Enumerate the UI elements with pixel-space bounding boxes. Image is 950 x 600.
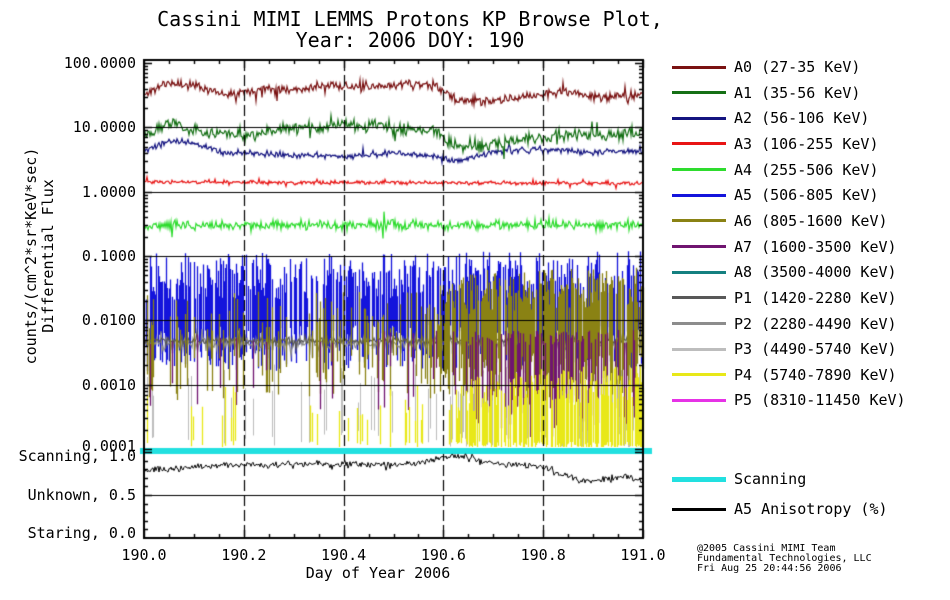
legend-label: P3 (4490-5740 KeV) [734,340,897,359]
legend-label: A1 (35-56 KeV) [734,83,861,102]
y-tick-label: 0.0001 [81,436,136,455]
legend-swatch-a3 [672,142,726,146]
legend-swatch-a5 [672,193,726,197]
legend-swatch-p1 [672,296,726,300]
credit: @2005 Cassini MIMI Team Fundamental Tech… [697,544,872,574]
legend-item-a0: A0 (27-35 KeV) [672,58,860,76]
legend-swatch-a1 [672,91,726,95]
x-tick-label: 190.2 [221,546,267,564]
legend-swatch-a6 [672,219,726,223]
y-tick-label: 0.1000 [81,246,136,265]
legend-item-a6: A6 (805-1600 KeV) [672,212,888,230]
credit-line: Fri Aug 25 20:44:56 2006 [697,563,842,574]
legend-item-a4: A4 (255-506 KeV) [672,161,879,179]
legend-item-p3: P3 (4490-5740 KeV) [672,340,897,358]
legend-label: P4 (5740-7890 KeV) [734,365,897,384]
chart-subtitle: Year: 2006 DOY: 190 [295,28,525,52]
legend-swatch-p5 [672,398,726,402]
legend-label: A6 (805-1600 KeV) [734,211,888,230]
legend-item-a3: A3 (106-255 KeV) [672,135,879,153]
legend-label: A2 (56-106 KeV) [734,109,870,128]
legend-swatch-a8 [672,270,726,274]
legend-swatch-p4 [672,373,726,377]
legend-swatch-a2 [672,116,726,120]
legend-swatch-p3 [672,347,726,351]
legend-item-a1: A1 (35-56 KeV) [672,84,860,102]
legend-label: A0 (27-35 KeV) [734,58,861,76]
legend-item-a5: A5 (506-805 KeV) [672,186,879,204]
legend-swatch-a7 [672,245,726,249]
y-tick-label: 10.0000 [72,118,136,137]
legend-item-p5: P5 (8310-11450 KeV) [672,391,906,409]
legend-label: P2 (2280-4490 KeV) [734,314,897,333]
y-tick-label: 1.0000 [81,182,136,201]
x-axis-title: Day of Year 2006 [305,564,451,582]
legend-item-a2: A2 (56-106 KeV) [672,109,869,127]
legend-label: A3 (106-255 KeV) [734,134,879,153]
legend-item-a8: A8 (3500-4000 KeV) [672,263,897,281]
credit-line: @2005 Cassini MIMI Team [697,543,836,554]
legend-label: P1 (1420-2280 KeV) [734,288,897,307]
mode-axis-label: Staring, 0.0 [27,524,136,542]
y-tick-label: 100.0000 [63,54,136,72]
legend-label: A4 (255-506 KeV) [734,160,879,179]
legend-swatch-a4 [672,168,726,172]
legend-swatch-a5-anisotropy [672,507,726,511]
x-tick-label: 190.6 [420,546,466,564]
x-tick-label: 191.0 [620,546,666,564]
x-tick-label: 190.0 [121,546,167,564]
legend-label: Scanning [734,470,807,488]
legend-swatch-a0 [672,65,726,69]
y-tick-label: 0.0100 [81,311,136,330]
legend-label: A8 (3500-4000 KeV) [734,263,897,282]
legend-label: A5 (506-805 KeV) [734,186,879,205]
mode-axis-label: Unknown, 0.5 [27,486,136,504]
legend-item-a5-anisotropy: A5 Anisotropy (%) [672,500,888,518]
legend-item-a7: A7 (1600-3500 KeV) [672,238,897,256]
legend-swatch-p2 [672,322,726,325]
chart-title: Cassini MIMI LEMMS Protons KP Browse Plo… [157,7,663,31]
y-tick-label: 0.0010 [81,375,136,394]
credit-line: Fundamental Technologies, LLC [697,553,872,564]
legend-item-p1: P1 (1420-2280 KeV) [672,289,897,307]
legend-item-scanning: Scanning [672,470,806,488]
legend-label: P5 (8310-11450 KeV) [734,391,906,410]
mode-axis-label: Scanning, 1.0 [18,447,136,465]
x-tick-label: 190.4 [321,546,367,564]
legend-swatch-scanning [672,476,726,482]
legend-item-p4: P4 (5740-7890 KeV) [672,366,897,384]
x-tick-label: 190.8 [520,546,566,564]
legend-label: A7 (1600-3500 KeV) [734,237,897,256]
legend-label: A5 Anisotropy (%) [734,500,888,518]
legend-item-p2: P2 (2280-4490 KeV) [672,315,897,333]
